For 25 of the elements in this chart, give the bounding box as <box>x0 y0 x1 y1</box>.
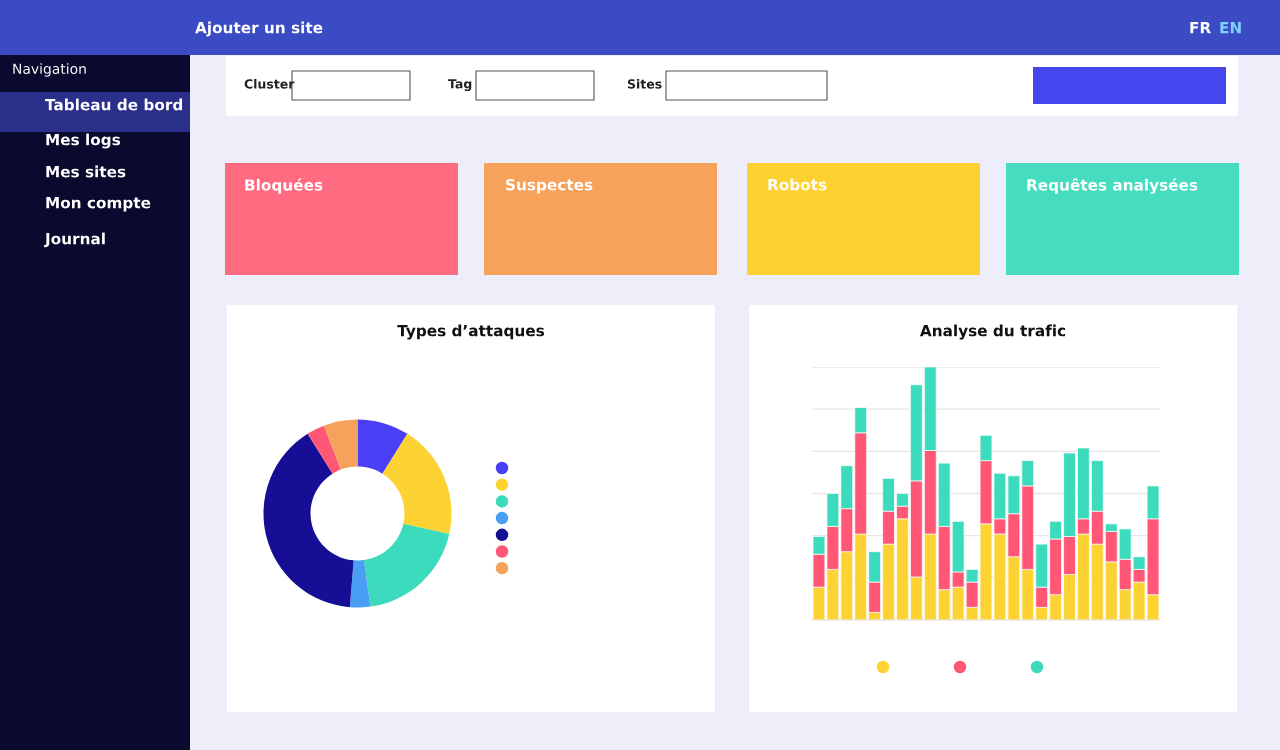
text: EN <box>1220 22 1241 34</box>
text: Ajouter un site <box>195 21 323 37</box>
donut-slice <box>357 419 408 474</box>
text: Suspectes <box>506 178 593 194</box>
donut-slice <box>324 419 358 470</box>
text: Navigation <box>13 63 86 77</box>
text: Robots <box>768 178 827 191</box>
donut-slice <box>307 425 341 474</box>
donut-slice <box>263 433 354 608</box>
text: Mes logs <box>46 133 121 149</box>
text: Tag <box>448 79 472 92</box>
text: Mes sites <box>46 165 126 178</box>
text: Journal <box>44 232 105 248</box>
donut-slice <box>382 433 452 535</box>
donut-slice <box>349 560 371 608</box>
text: Tableau de bord <box>45 98 183 111</box>
text: Mon compte <box>46 197 151 212</box>
text: Sites <box>627 78 662 89</box>
chart-title: Types d’attaques <box>397 324 545 340</box>
text: Bloquées <box>245 178 323 194</box>
text: FR <box>1190 22 1211 34</box>
donut-slice <box>363 523 450 607</box>
text: Requêtes analysées <box>1027 178 1198 194</box>
text: Cluster <box>244 78 295 89</box>
chart-title: Analyse du trafic <box>919 324 1066 340</box>
